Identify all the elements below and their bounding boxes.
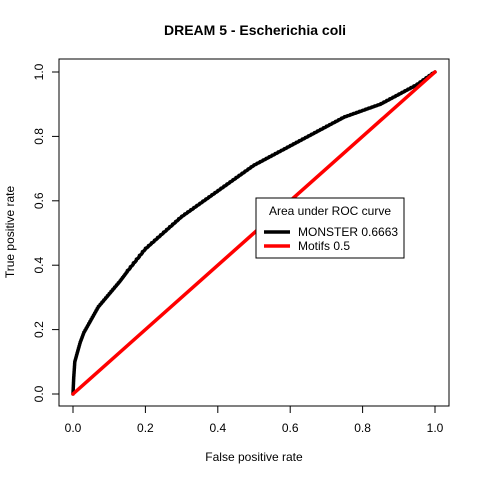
x-axis-label: False positive rate bbox=[205, 450, 303, 464]
series-line-motifs bbox=[71, 70, 437, 396]
x-tick-label-1: 0.2 bbox=[137, 421, 154, 435]
x-tick-label-5: 1.0 bbox=[427, 421, 444, 435]
y-tick-label-2: 0.4 bbox=[32, 257, 46, 274]
y-tick-label-1: 0.2 bbox=[32, 321, 46, 338]
series-layer bbox=[71, 70, 437, 396]
y-tick-label-3: 0.6 bbox=[32, 192, 46, 209]
legend-label-motifs: Motifs 0.5 bbox=[298, 239, 350, 253]
legend: Area under ROC curve MONSTER 0.6663 Moti… bbox=[255, 197, 405, 259]
plot-frame bbox=[58, 58, 450, 407]
legend-title: Area under ROC curve bbox=[269, 204, 391, 218]
x-tick-label-0: 0.0 bbox=[65, 421, 82, 435]
y-axis: 0.0 0.2 0.4 0.6 0.8 1.0 bbox=[32, 63, 59, 402]
x-axis: 0.0 0.2 0.4 0.6 0.8 1.0 bbox=[65, 406, 444, 435]
y-tick-label-0: 0.0 bbox=[32, 385, 46, 402]
x-tick-label-2: 0.4 bbox=[209, 421, 226, 435]
legend-label-monster: MONSTER 0.6663 bbox=[298, 225, 398, 239]
chart-title: DREAM 5 - Escherichia coli bbox=[164, 22, 346, 38]
y-axis-label: True positive rate bbox=[3, 186, 17, 279]
y-tick-label-4: 0.8 bbox=[32, 128, 46, 145]
series-line-monster bbox=[71, 70, 437, 396]
x-tick-label-3: 0.6 bbox=[282, 421, 299, 435]
legend-box bbox=[255, 197, 405, 259]
x-tick-label-4: 0.8 bbox=[354, 421, 371, 435]
y-tick-label-5: 1.0 bbox=[32, 63, 46, 80]
